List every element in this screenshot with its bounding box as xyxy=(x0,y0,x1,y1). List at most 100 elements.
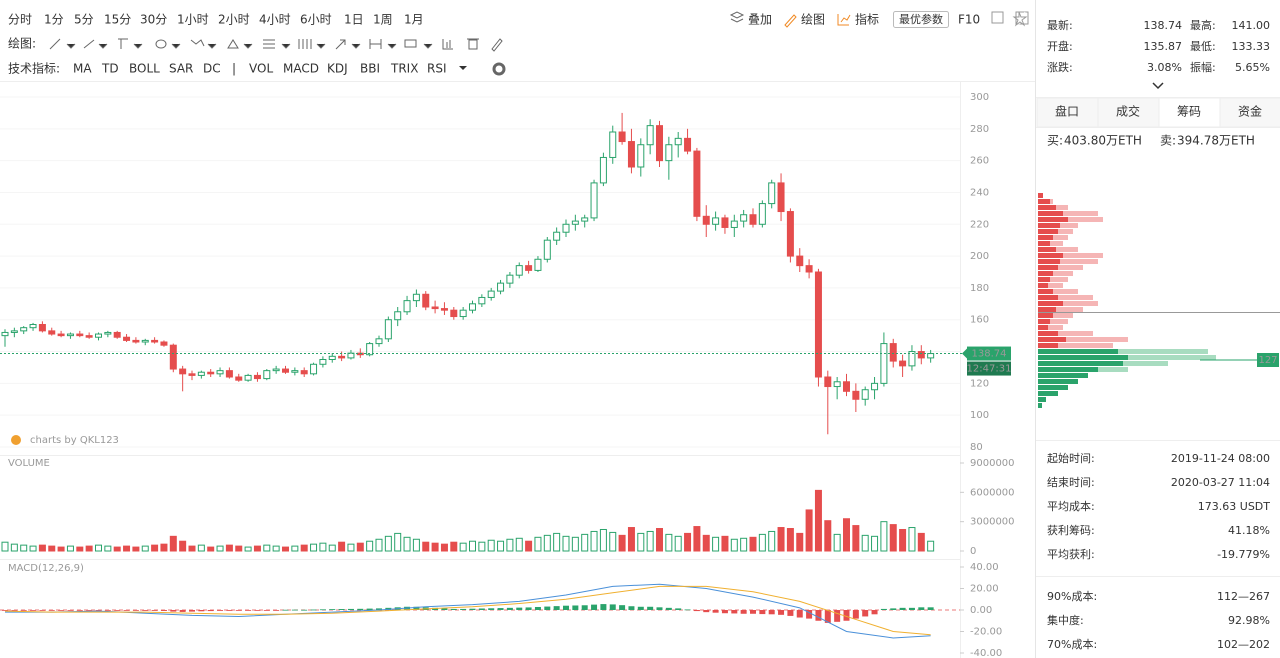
star-icon[interactable] xyxy=(1012,11,1028,27)
candle-body xyxy=(57,333,65,337)
toolbar-action[interactable]: 绘图 xyxy=(801,12,825,27)
volume-bar xyxy=(590,530,598,552)
macd-bar xyxy=(263,610,270,611)
stat-value: 138.74 xyxy=(1144,19,1183,32)
expand-icon[interactable] xyxy=(991,11,1004,24)
candle-body xyxy=(814,271,822,378)
period-tab[interactable]: 30分 xyxy=(140,13,167,27)
candle-body xyxy=(796,255,804,267)
candle-body xyxy=(684,137,692,152)
macd-bar xyxy=(787,610,794,616)
candle-body xyxy=(768,182,776,205)
chip-bar xyxy=(1038,217,1103,222)
period-tab[interactable]: 1周 xyxy=(373,13,393,27)
volume-bar xyxy=(674,535,682,552)
sub-indicator[interactable]: TRIX xyxy=(390,62,418,76)
candle-body xyxy=(422,293,430,308)
volume-bar xyxy=(141,545,149,552)
volume-bar xyxy=(852,525,860,552)
draw-tools[interactable] xyxy=(49,11,851,52)
candle-body xyxy=(927,353,935,359)
macd-bar xyxy=(226,610,233,611)
macd-bar xyxy=(628,606,635,610)
candle-body xyxy=(590,182,598,219)
main-indicator[interactable]: TD xyxy=(101,62,119,76)
chip-bar xyxy=(1038,301,1063,306)
candle-body xyxy=(786,211,794,257)
volume-bar xyxy=(188,545,196,552)
tab[interactable]: 筹码 xyxy=(1177,105,1201,119)
volume-bar xyxy=(758,533,766,552)
candle-body xyxy=(235,376,243,381)
tab[interactable]: 资金 xyxy=(1238,104,1262,119)
macd-bar xyxy=(778,610,785,615)
candle-body xyxy=(917,351,925,359)
toolbar-action[interactable]: 指标 xyxy=(855,12,879,27)
candle-body xyxy=(160,341,168,346)
period-tab[interactable]: 1分 xyxy=(44,13,64,27)
sub-indicator[interactable]: BBI xyxy=(360,62,380,76)
period-tab[interactable]: 5分 xyxy=(74,13,94,27)
volume-bar xyxy=(459,542,467,552)
sub-indicator[interactable]: MACD xyxy=(283,62,319,76)
sub-indicator[interactable]: RSI xyxy=(427,62,447,76)
period-tab[interactable]: 4小时 xyxy=(259,13,291,27)
volume-bar xyxy=(431,542,439,552)
macd-bar xyxy=(478,608,485,610)
candle-body xyxy=(225,370,233,378)
volume-bar xyxy=(712,536,720,552)
settings-icon[interactable] xyxy=(492,62,506,76)
volume-bar xyxy=(282,546,289,552)
tab[interactable]: 成交 xyxy=(1116,104,1140,119)
f10-button[interactable]: F10 xyxy=(958,13,980,27)
watermark: charts by QKL123 xyxy=(30,435,119,446)
candle-body xyxy=(394,311,402,321)
candle-body xyxy=(384,319,392,340)
macd-bar xyxy=(712,610,719,613)
period-tab[interactable]: 15分 xyxy=(104,13,131,27)
macd-bar xyxy=(553,606,560,610)
main-indicator[interactable]: SAR xyxy=(169,62,193,76)
chip-bar xyxy=(1038,319,1068,324)
candle-body xyxy=(497,282,505,292)
macd-bar xyxy=(142,610,149,611)
volume-bar xyxy=(627,527,635,552)
chip-bar xyxy=(1038,331,1093,336)
period-tab[interactable]: 分时 xyxy=(8,13,32,27)
tab[interactable]: 盘口 xyxy=(1055,104,1079,119)
period-tab[interactable]: 2小时 xyxy=(218,13,250,27)
candle-body xyxy=(440,308,448,311)
volume-bar xyxy=(310,543,318,552)
macd-bar xyxy=(347,608,354,610)
param-button[interactable] xyxy=(893,11,949,28)
candle-body xyxy=(525,265,533,271)
candle-body xyxy=(459,309,467,318)
stat-label: 最高: xyxy=(1190,18,1216,32)
macd-bar xyxy=(600,604,607,610)
main-indicator[interactable]: MA xyxy=(73,62,92,76)
period-tab[interactable]: 1小时 xyxy=(177,13,209,27)
y-tick-label: 240 xyxy=(970,187,989,198)
candle-body xyxy=(319,359,327,365)
chip-bar xyxy=(1038,403,1042,408)
toolbar-action[interactable]: 叠加 xyxy=(748,13,772,27)
sub-indicator[interactable]: VOL xyxy=(249,62,273,76)
period-tab[interactable]: 1月 xyxy=(404,13,424,27)
expand-chevron[interactable] xyxy=(1152,82,1164,90)
period-tab[interactable]: 6小时 xyxy=(300,13,332,27)
main-indicator[interactable]: BOLL xyxy=(129,62,160,76)
macd-bar xyxy=(544,606,551,610)
candle-body xyxy=(1,331,9,337)
chip-bar xyxy=(1038,355,1128,360)
volume-bar xyxy=(740,537,748,552)
period-tab[interactable]: 1日 xyxy=(344,13,364,27)
volume-bar xyxy=(824,520,832,552)
candle-body xyxy=(665,144,673,162)
tab-bg xyxy=(1158,97,1221,128)
chip-stat-label: 结束时间: xyxy=(1047,476,1095,489)
dropdown-arrow[interactable] xyxy=(459,66,467,70)
main-indicator[interactable]: DC xyxy=(203,62,221,76)
candle-body xyxy=(244,374,252,381)
sub-indicator[interactable]: KDJ xyxy=(327,62,348,76)
chip-bar xyxy=(1038,343,1113,348)
